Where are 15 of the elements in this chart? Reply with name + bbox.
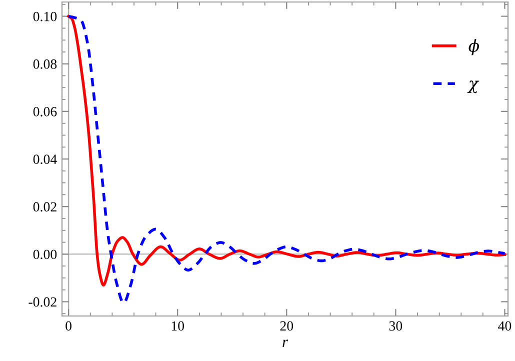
y-tick-label: 0.04: [33, 154, 57, 164]
y-tick-label: 0.06: [33, 107, 57, 116]
x-tick-label: 30: [389, 321, 402, 331]
y-tick-label: 0.10: [33, 12, 57, 22]
x-tick-label: 40: [498, 321, 512, 331]
x-tick-label: 20: [280, 321, 294, 331]
legend-label: ϕ: [468, 38, 480, 56]
x-tick-label: 10: [172, 321, 184, 331]
x-tick-label: 0: [66, 321, 72, 331]
y-tick-label: 0.00: [33, 250, 57, 260]
legend-label: χ: [467, 80, 480, 94]
y-tick-label: 0.08: [33, 59, 57, 69]
x-axis-title: r: [282, 340, 288, 347]
y-tick-label: -0.02: [28, 297, 56, 307]
y-tick-label: 0.02: [33, 202, 56, 212]
